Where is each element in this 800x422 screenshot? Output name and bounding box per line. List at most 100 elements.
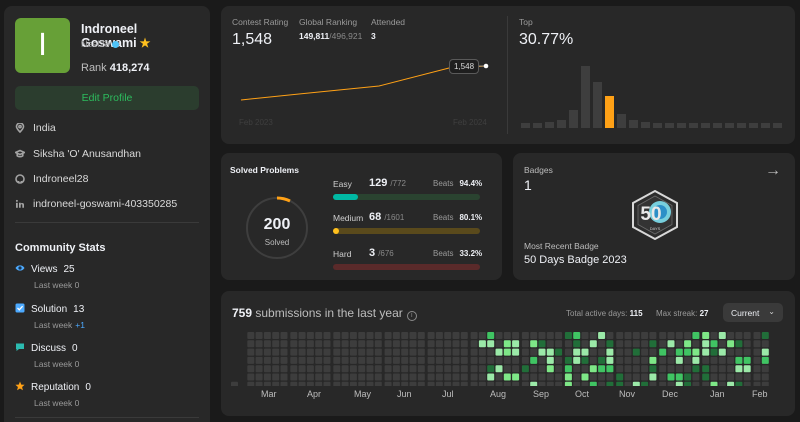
- histogram-bar: [581, 66, 590, 128]
- heatmap-cell: [718, 381, 726, 386]
- heatmap-cell: [573, 340, 581, 348]
- heatmap-cell: [573, 381, 581, 386]
- year-select[interactable]: Current ⌄: [723, 303, 783, 322]
- histogram-bar: [533, 123, 542, 128]
- location-pin-icon: [15, 123, 25, 133]
- histogram-bar: [629, 120, 638, 128]
- axis-start-label: Feb 2023: [239, 118, 273, 127]
- solved-total: 200: [263, 216, 291, 233]
- heatmap-cell: [710, 356, 718, 364]
- profile-name-text: Indroneel Goswami: [81, 22, 138, 50]
- heatmap-cell: [589, 373, 597, 381]
- difficulty-count-value: 129: [369, 177, 388, 189]
- heatmap-cell: [247, 373, 255, 381]
- solved-ring[interactable]: [244, 195, 310, 261]
- heatmap-cell: [675, 340, 683, 348]
- github-row[interactable]: Indroneel28: [15, 173, 88, 185]
- heatmap-cell: [616, 348, 624, 356]
- heatmap-cell: [272, 373, 280, 381]
- username-text: Neel28: [81, 39, 110, 49]
- heatmap-cell: [315, 348, 323, 356]
- heatmap-cell: [538, 373, 546, 381]
- recent-badge-name[interactable]: 50 Days Badge 2023: [524, 254, 627, 266]
- info-icon[interactable]: i: [406, 311, 417, 321]
- month-label: Jun: [397, 389, 412, 399]
- heatmap-cell: [392, 356, 400, 364]
- heatmap-cell: [263, 373, 271, 381]
- heatmap-cell: [358, 373, 366, 381]
- heatmap-cell: [761, 332, 769, 339]
- heatmap-cell: [675, 365, 683, 373]
- edit-profile-button[interactable]: Edit Profile: [15, 86, 199, 110]
- linkedin-link[interactable]: indroneel-goswami-403350285: [33, 198, 178, 210]
- heatmap-cell: [417, 348, 425, 356]
- heatmap-cell: [487, 373, 495, 381]
- heatmap-cell: [718, 348, 726, 356]
- heatmap-cell: [315, 340, 323, 348]
- difficulty-bar: [333, 228, 480, 234]
- histogram-bar: [701, 123, 710, 128]
- heatmap-cell: [649, 356, 657, 364]
- stat-solution: Solution 13 Last week +1: [15, 303, 85, 330]
- heatmap-cell: [581, 348, 589, 356]
- histogram-bar: [761, 123, 770, 128]
- heatmap-cell: [366, 381, 374, 386]
- rating-histogram[interactable]: [521, 46, 783, 130]
- github-link[interactable]: Indroneel28: [33, 173, 89, 185]
- heatmap-cell: [503, 340, 511, 348]
- 50-days-badge-icon[interactable]: 50 DAYS: [631, 190, 679, 240]
- heatmap-cell: [573, 348, 581, 356]
- heatmap-cell: [349, 381, 357, 386]
- arrow-right-icon[interactable]: →: [765, 162, 781, 179]
- histogram-bar: [749, 123, 758, 128]
- heatmap-cell: [675, 332, 683, 339]
- avatar[interactable]: I: [15, 18, 70, 73]
- heatmap-cell: [452, 356, 460, 364]
- heatmap-cell: [263, 348, 271, 356]
- heatmap-cell: [521, 332, 529, 339]
- heatmap-cell: [323, 348, 331, 356]
- heatmap-cell: [743, 373, 751, 381]
- heatmap-cell: [718, 356, 726, 364]
- heatmap-cell: [409, 381, 417, 386]
- heatmap-cell: [761, 348, 769, 356]
- heatmap-cell: [624, 332, 632, 339]
- linkedin-icon: [15, 199, 24, 208]
- heatmap-cell: [298, 356, 306, 364]
- heatmap-cell: [564, 356, 572, 364]
- heatmap-cell: [632, 381, 640, 386]
- heatmap-cell: [401, 381, 409, 386]
- heatmap-cell: [546, 381, 554, 386]
- heatmap-cell: [427, 340, 435, 348]
- heatmap-cell: [606, 365, 614, 373]
- heatmap-cell: [306, 340, 314, 348]
- heatmap-cell: [667, 340, 675, 348]
- badges-count: 1: [524, 177, 532, 193]
- heatmap-cell: [718, 373, 726, 381]
- location-text: India: [33, 122, 56, 134]
- heatmap-cell: [392, 332, 400, 339]
- beats-label: Beats: [433, 213, 454, 222]
- heatmap-cell: [632, 332, 640, 339]
- difficulty-count: 129 /772: [369, 177, 406, 189]
- stat-views: Views 25 Last week 0: [15, 263, 79, 290]
- heatmap-cell: [702, 348, 710, 356]
- heatmap-cell: [546, 356, 554, 364]
- heatmap-cell: [427, 356, 435, 364]
- heatmap-cell: [718, 332, 726, 339]
- heatmap-cell: [495, 356, 503, 364]
- heatmap-cell: [333, 348, 341, 356]
- top-label: Top: [519, 17, 533, 27]
- heatmap-cell: [444, 356, 452, 364]
- heatmap-cell: [374, 381, 382, 386]
- heatmap-cell: [290, 348, 298, 356]
- linkedin-row[interactable]: indroneel-goswami-403350285: [15, 198, 177, 210]
- heatmap-cell: [323, 356, 331, 364]
- heatmap-cell: [512, 340, 520, 348]
- active-days-label: Total active days:: [566, 309, 628, 318]
- heatmap-cell: [710, 373, 718, 381]
- heatmap-cell: [349, 348, 357, 356]
- heatmap-cell: [349, 365, 357, 373]
- stat-sub-value: 0: [74, 280, 80, 290]
- submission-heatmap[interactable]: [231, 332, 771, 386]
